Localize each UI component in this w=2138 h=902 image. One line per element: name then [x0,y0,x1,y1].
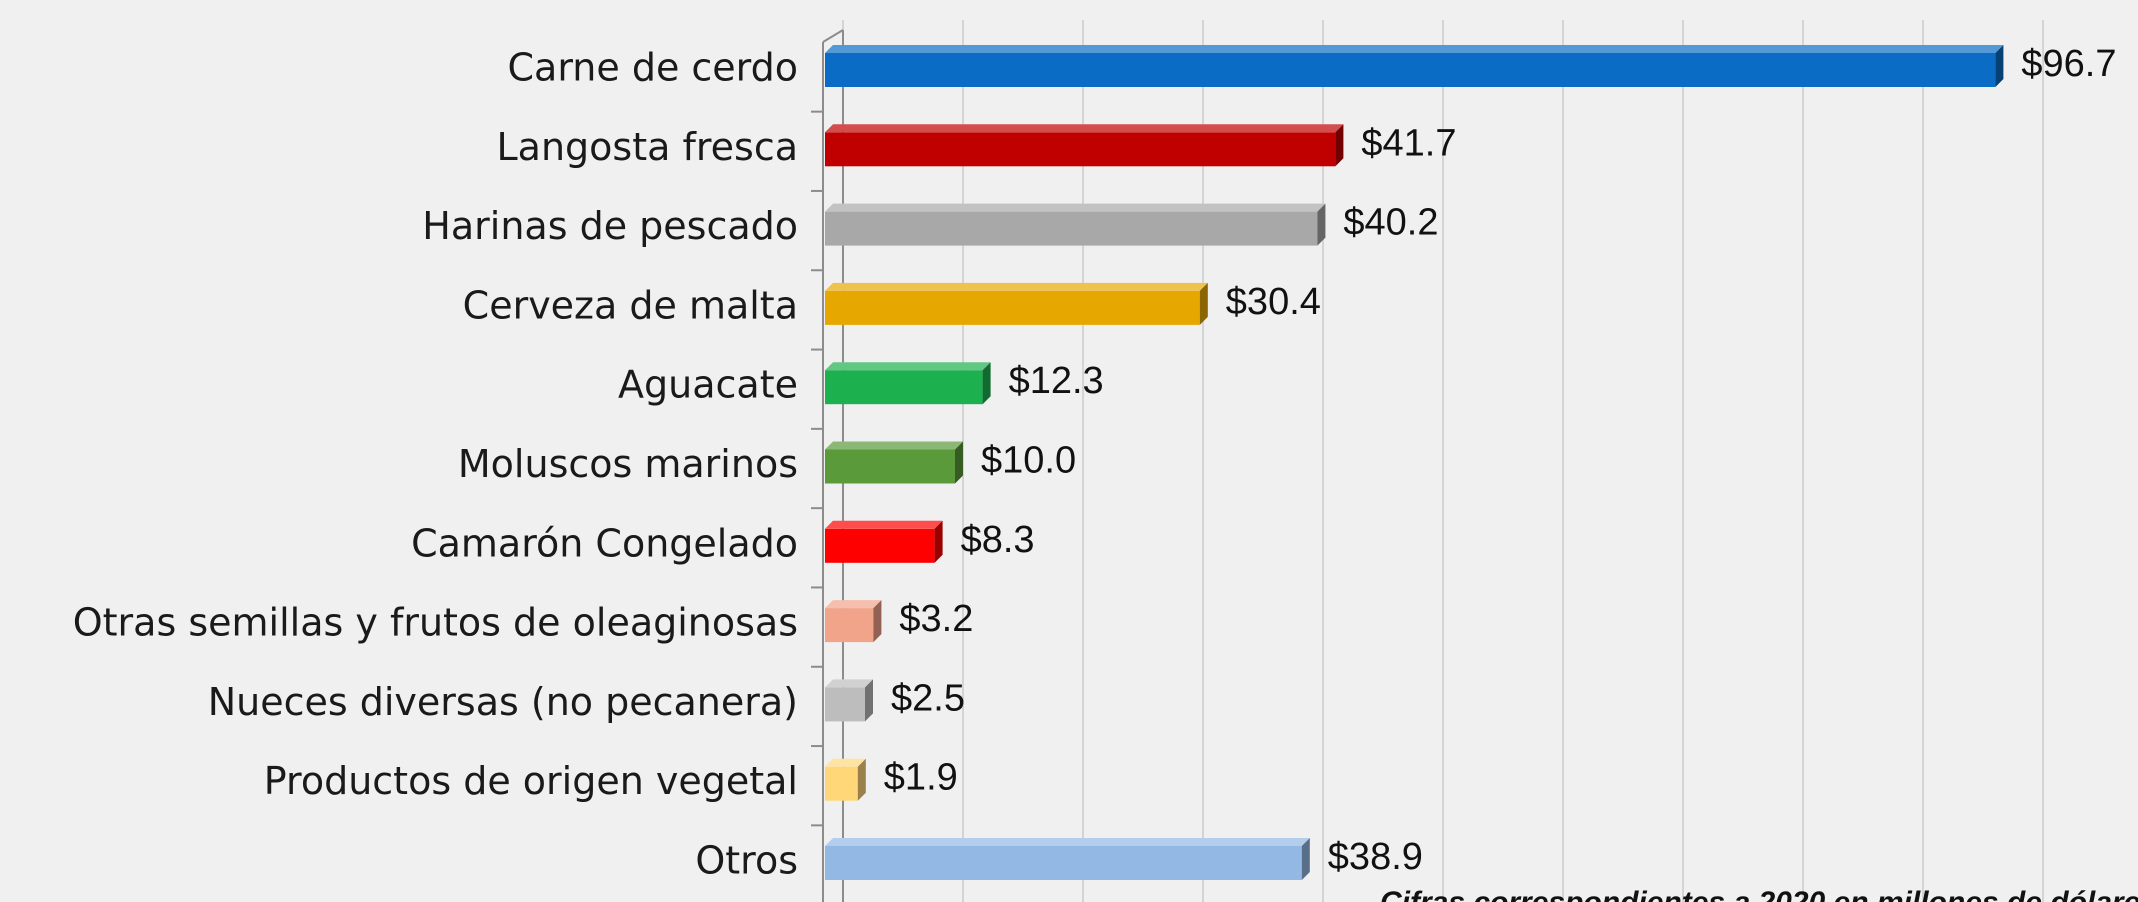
category-label: Otras semillas y frutos de oleaginosas [73,601,798,645]
category-label: Langosta fresca [497,125,799,169]
bar-top [825,520,943,529]
bar-top [825,679,873,688]
value-label: $96.7 [2021,43,2116,85]
value-label: $12.3 [1009,360,1104,402]
bar-top [825,124,1344,133]
bar [825,370,983,405]
bar-top [825,441,963,450]
category-label: Moluscos marinos [458,442,798,486]
bar-side [955,441,963,484]
category-label: Otros [695,839,798,883]
value-label: $10.0 [981,440,1076,482]
value-label: $30.4 [1226,281,1321,323]
value-label: $41.7 [1361,122,1456,164]
value-label: $2.5 [891,677,965,719]
bar-side [1199,282,1208,325]
bar-top [825,758,866,767]
bar [825,608,874,643]
value-label: $8.3 [961,519,1035,561]
footnote: Cifras correspondientes a 2020 en millon… [1380,886,2138,902]
bar-top [825,203,1326,212]
bar-side [1995,45,2004,87]
bar-side [1335,124,1344,167]
bar [825,766,858,801]
bar [825,687,865,722]
category-label: Cerveza de malta [463,283,798,327]
bar [825,528,935,563]
bar-side [1301,838,1310,880]
bar-side [857,758,866,801]
bar-side [934,520,943,563]
category-label: Carne de cerdo [508,46,799,90]
value-label: $1.9 [884,757,958,799]
category-label: Harinas de pescado [422,204,798,248]
y-axis-depth [822,29,844,43]
bar-side [873,600,882,643]
bar-side [865,679,873,722]
category-label: Camarón Congelado [411,521,798,565]
bar [825,290,1200,325]
value-label: $38.9 [1328,836,1423,878]
category-label: Aguacate [618,363,798,407]
bar [825,449,955,484]
value-label: $40.2 [1343,202,1438,244]
bar [825,53,1996,87]
bar-side [1317,203,1326,246]
bar [825,132,1336,167]
bar [825,846,1302,880]
bar [825,211,1318,246]
bar-side [982,362,991,405]
bar-top [825,838,1310,846]
bar-top [825,45,2004,53]
bar-top [825,600,882,609]
value-label: $3.2 [899,598,973,640]
category-label: Productos de origen vegetal [264,759,798,803]
bar-top [825,282,1208,291]
bar-top [825,362,991,371]
category-label: Nueces diversas (no pecanera) [208,680,798,724]
